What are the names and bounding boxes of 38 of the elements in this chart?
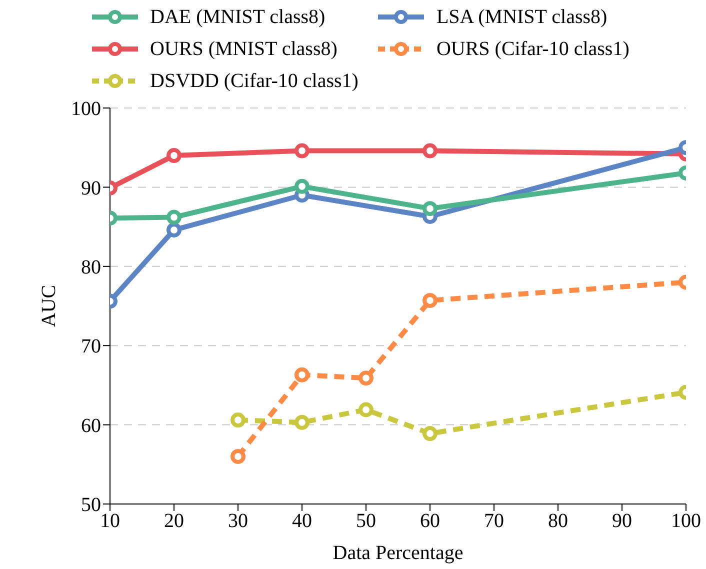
point bbox=[422, 426, 438, 442]
point bbox=[166, 222, 182, 238]
x-tick-label: 10 bbox=[100, 510, 120, 532]
x-tick-label: 60 bbox=[420, 510, 440, 532]
point bbox=[294, 414, 310, 430]
x-tick-label: 20 bbox=[164, 510, 184, 532]
y-tick-label: 100 bbox=[71, 98, 101, 120]
x-tick-label: 90 bbox=[612, 510, 632, 532]
point bbox=[422, 292, 438, 308]
y-tick-label: 50 bbox=[81, 494, 101, 516]
y-axis-title: AUC bbox=[38, 284, 60, 328]
legend-label: DSVDD (Cifar-10 class1) bbox=[150, 70, 358, 92]
point bbox=[230, 412, 246, 428]
x-tick-label: 30 bbox=[228, 510, 248, 532]
x-tick-label: 100 bbox=[671, 510, 701, 532]
point bbox=[230, 448, 246, 464]
point bbox=[294, 143, 310, 158]
legend-label: LSA (MNIST class8) bbox=[436, 6, 608, 28]
point bbox=[358, 402, 374, 418]
legend-label: OURS (MNIST class8) bbox=[150, 38, 338, 60]
point bbox=[166, 148, 182, 164]
point bbox=[294, 178, 310, 194]
point bbox=[166, 210, 182, 225]
x-axis-title: Data Percentage bbox=[332, 542, 464, 564]
y-tick-label: 90 bbox=[81, 177, 101, 200]
point bbox=[422, 143, 438, 158]
point bbox=[358, 370, 374, 386]
point bbox=[294, 367, 310, 382]
legend-label: OURS (Cifar-10 class1) bbox=[436, 38, 630, 60]
x-tick-label: 80 bbox=[548, 510, 568, 532]
x-tick-label: 50 bbox=[356, 510, 376, 532]
y-tick-label: 70 bbox=[81, 336, 101, 358]
y-tick-label: 80 bbox=[81, 256, 101, 278]
legend-label: DAE (MNIST class8) bbox=[150, 6, 326, 28]
x-tick-label: 40 bbox=[292, 510, 312, 532]
point bbox=[422, 201, 438, 216]
y-tick-label: 60 bbox=[81, 414, 101, 437]
x-tick-label: 70 bbox=[484, 510, 504, 532]
